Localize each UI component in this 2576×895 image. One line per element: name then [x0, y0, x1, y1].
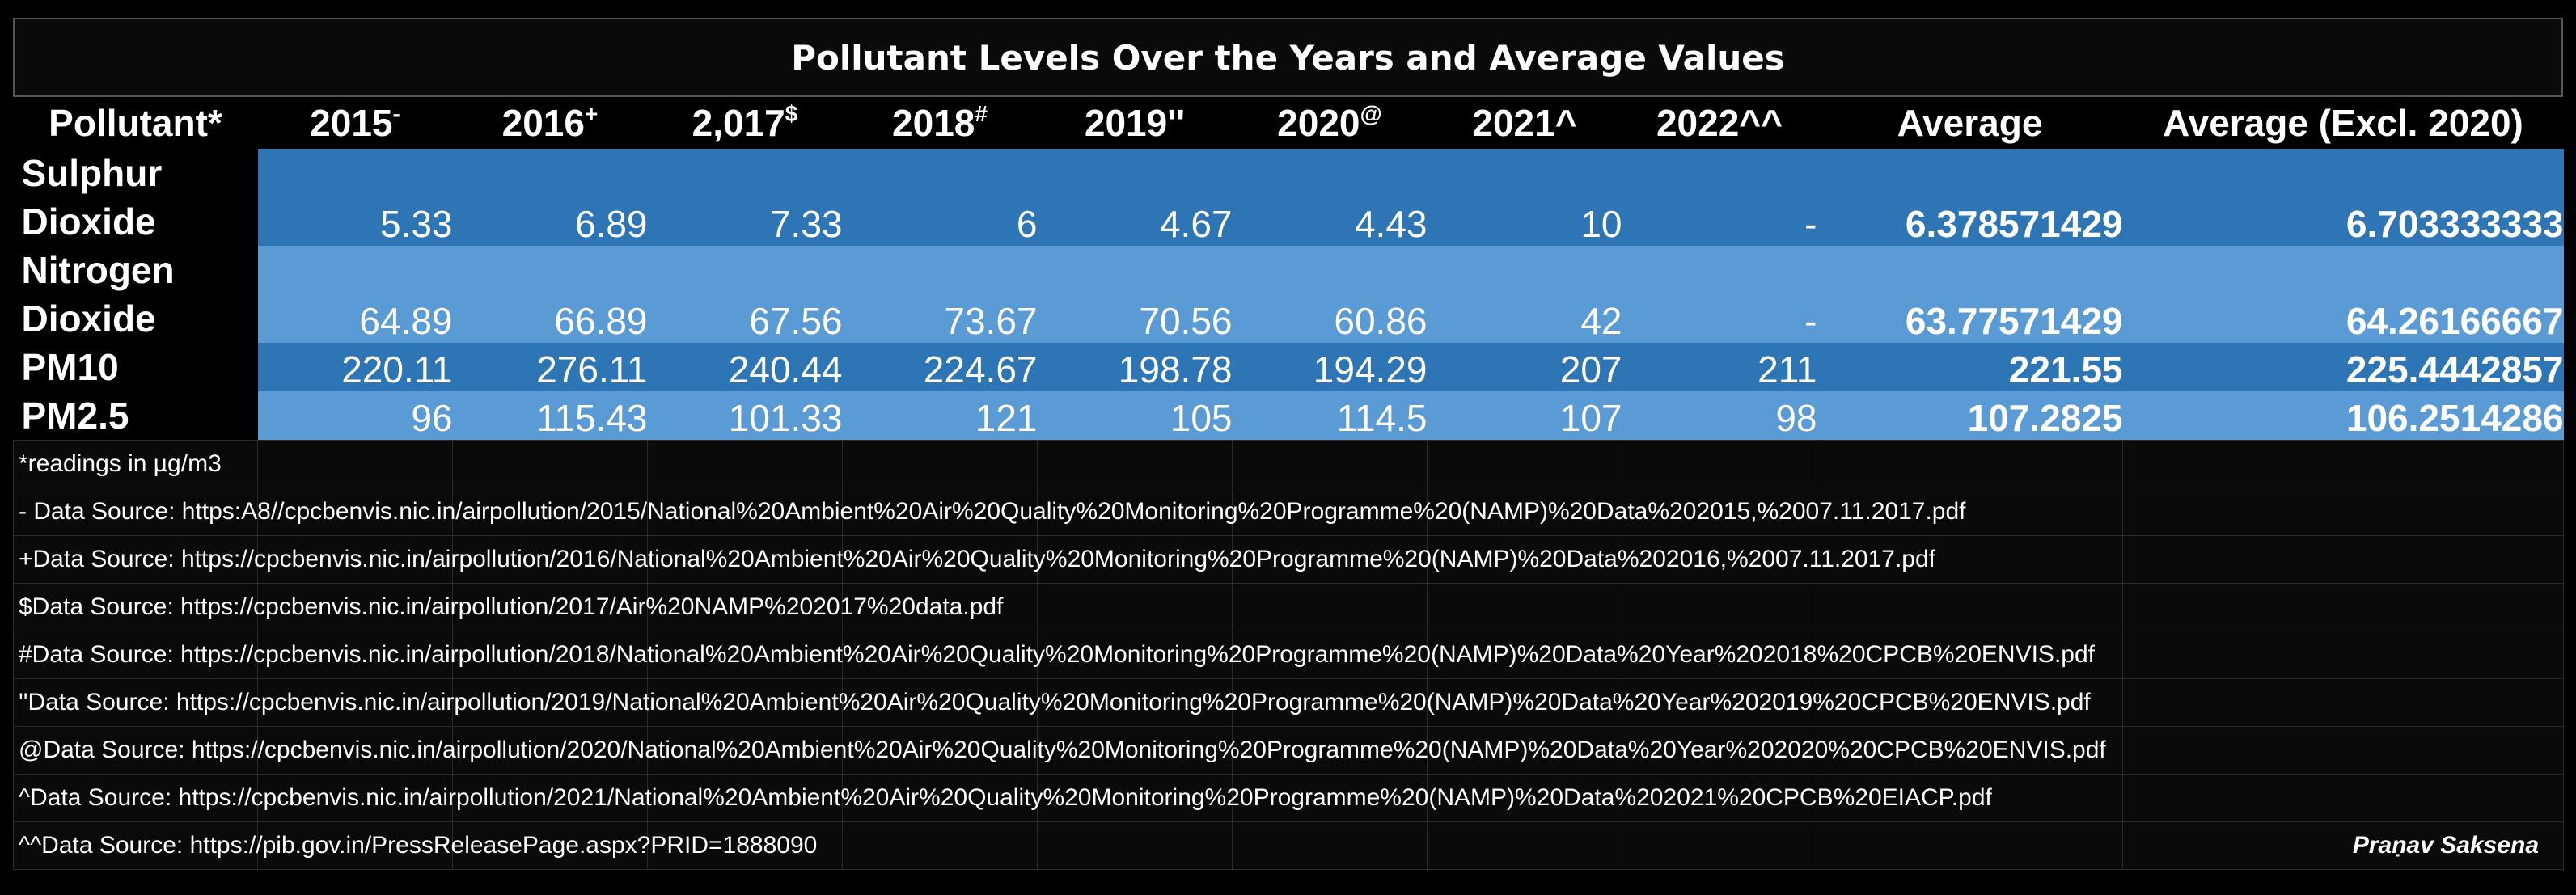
- table-cell: 276.11: [452, 343, 648, 391]
- table-cell: 5.33: [257, 149, 453, 246]
- header-2019: 2019'': [1037, 97, 1233, 149]
- average-cell: 6.378571429: [1817, 149, 2123, 246]
- table-cell: 96: [257, 391, 453, 441]
- note-row: *readings in µg/m3: [13, 440, 2564, 488]
- table-cell: 114.5: [1232, 391, 1428, 441]
- table-cell: -: [1622, 149, 1817, 246]
- table-cell: 10: [1427, 149, 1622, 246]
- average-excl-cell: 6.703333333: [2122, 149, 2564, 246]
- table-row: PM2.5 96 115.43 101.33 121 105 114.5 107…: [13, 391, 2564, 441]
- table-cell: 105: [1037, 391, 1233, 441]
- table-cell: 121: [842, 391, 1038, 441]
- note-source-2019: ''Data Source: https://cpcbenvis.nic.in/…: [13, 678, 2091, 727]
- header-2022: 2022^^: [1622, 97, 1817, 149]
- header-2015: 2015-: [257, 97, 453, 149]
- table-cell: 240.44: [647, 343, 843, 391]
- note-source-2018: #Data Source: https://cpcbenvis.nic.in/a…: [13, 631, 2095, 679]
- table-cell: 211: [1622, 343, 1817, 391]
- note-row: #Data Source: https://cpcbenvis.nic.in/a…: [13, 631, 2564, 679]
- header-average: Average: [1817, 97, 2123, 149]
- average-cell: 107.2825: [1817, 391, 2123, 441]
- note-row: @Data Source: https://cpcbenvis.nic.in/a…: [13, 726, 2564, 775]
- header-2018: 2018#: [842, 97, 1038, 149]
- note-row: ''Data Source: https://cpcbenvis.nic.in/…: [13, 678, 2564, 727]
- average-cell: 63.77571429: [1817, 246, 2123, 343]
- table-row: PM10 220.11 276.11 240.44 224.67 198.78 …: [13, 343, 2564, 391]
- table-cell: 220.11: [257, 343, 453, 391]
- note-row: $Data Source: https://cpcbenvis.nic.in/a…: [13, 583, 2564, 631]
- table-cell: 4.67: [1037, 149, 1233, 246]
- pollutant-name: Nitrogen Dioxide: [13, 246, 258, 343]
- note-row: - Data Source: https:A8//cpcbenvis.nic.i…: [13, 488, 2564, 536]
- table-cell: 67.56: [647, 246, 843, 343]
- table-cell: 224.67: [842, 343, 1038, 391]
- table-row: Sulphur Dioxide 5.33 6.89 7.33 6 4.67 4.…: [13, 149, 2564, 246]
- pollutant-name: Sulphur Dioxide: [13, 149, 258, 246]
- header-2017: 2,017$: [647, 97, 843, 149]
- average-excl-cell: 225.4442857: [2122, 343, 2564, 391]
- header-2020: 2020@: [1232, 97, 1428, 149]
- pollutant-name: PM10: [13, 343, 258, 391]
- table-cell: 42: [1427, 246, 1622, 343]
- spreadsheet: Pollutant Levels Over the Years and Aver…: [13, 18, 2564, 870]
- note-row: ^Data Source: https://cpcbenvis.nic.in/a…: [13, 774, 2564, 822]
- header-2021: 2021^: [1427, 97, 1622, 149]
- note-source-2015: - Data Source: https:A8//cpcbenvis.nic.i…: [13, 488, 1966, 536]
- header-2016: 2016+: [452, 97, 648, 149]
- table-cell: 107: [1427, 391, 1622, 441]
- pollutant-name: PM2.5: [13, 391, 258, 441]
- table-cell: 64.89: [257, 246, 453, 343]
- table-cell: 6.89: [452, 149, 648, 246]
- table-cell: 4.43: [1232, 149, 1428, 246]
- average-cell: 221.55: [1817, 343, 2123, 391]
- header-average-excl-2020: Average (Excl. 2020): [2122, 97, 2564, 149]
- note-source-2021: ^Data Source: https://cpcbenvis.nic.in/a…: [13, 774, 1992, 822]
- pollutant-table: Pollutant* 2015- 2016+ 2,017$ 2018# 2019…: [13, 97, 2564, 870]
- table-cell: 70.56: [1037, 246, 1233, 343]
- note-source-2022: ^^Data Source: https://pib.gov.in/PressR…: [13, 821, 817, 870]
- table-cell: 66.89: [452, 246, 648, 343]
- note-source-2020: @Data Source: https://cpcbenvis.nic.in/a…: [13, 726, 2106, 775]
- note-row: +Data Source: https://cpcbenvis.nic.in/a…: [13, 535, 2564, 584]
- table-cell: 198.78: [1037, 343, 1233, 391]
- table-cell: -: [1622, 246, 1817, 343]
- header-row: Pollutant* 2015- 2016+ 2,017$ 2018# 2019…: [13, 97, 2564, 149]
- table-cell: 98: [1622, 391, 1817, 441]
- note-units: *readings in µg/m3: [13, 440, 258, 488]
- note-source-2016: +Data Source: https://cpcbenvis.nic.in/a…: [13, 535, 1935, 584]
- table-cell: 115.43: [452, 391, 648, 441]
- table-cell: 60.86: [1232, 246, 1428, 343]
- average-excl-cell: 106.2514286: [2122, 391, 2564, 441]
- table-cell: 101.33: [647, 391, 843, 441]
- author-signature: Praṇav Saksena: [2122, 821, 2564, 870]
- table-cell: 6: [842, 149, 1038, 246]
- table-cell: 207: [1427, 343, 1622, 391]
- table-title: Pollutant Levels Over the Years and Aver…: [13, 18, 2563, 97]
- table-cell: 7.33: [647, 149, 843, 246]
- average-excl-cell: 64.26166667: [2122, 246, 2564, 343]
- table-cell: 73.67: [842, 246, 1038, 343]
- note-row: ^^Data Source: https://pib.gov.in/PressR…: [13, 821, 2564, 870]
- header-pollutant: Pollutant*: [13, 97, 258, 149]
- table-cell: 194.29: [1232, 343, 1428, 391]
- table-row: Nitrogen Dioxide 64.89 66.89 67.56 73.67…: [13, 246, 2564, 343]
- note-source-2017: $Data Source: https://cpcbenvis.nic.in/a…: [13, 583, 1003, 631]
